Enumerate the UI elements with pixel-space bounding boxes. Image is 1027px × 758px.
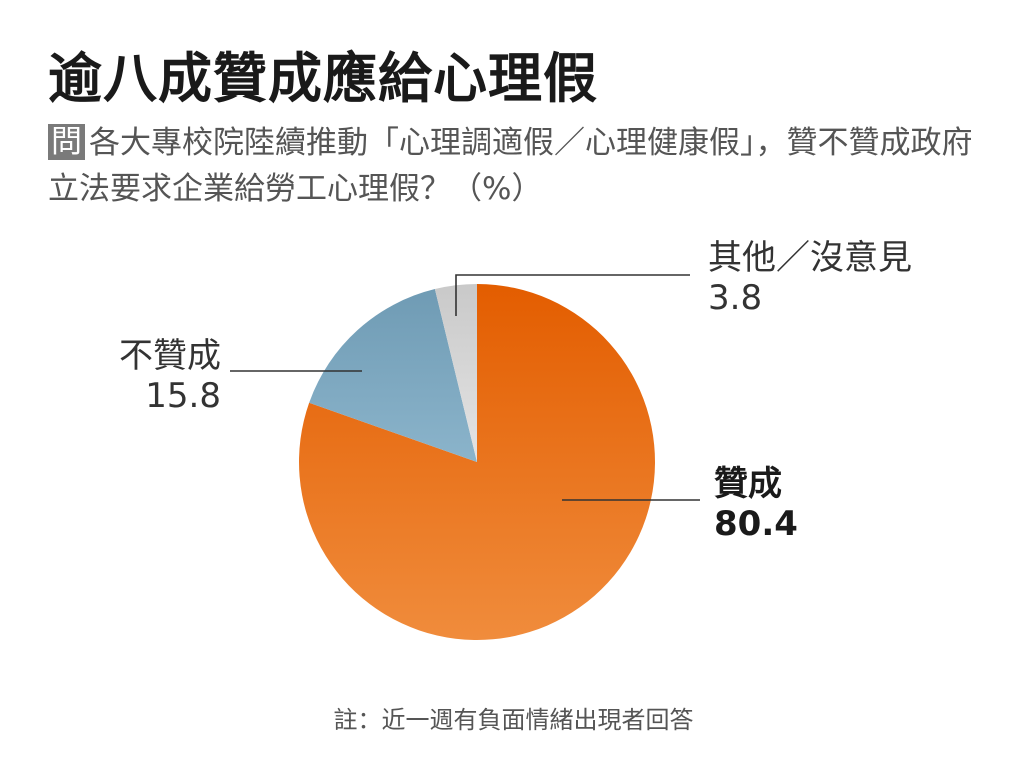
label-agree-value: 80.4 [714, 504, 798, 544]
label-other: 其他／沒意見 3.8 [708, 238, 912, 318]
pie-slice-other [434, 284, 477, 462]
chart-title: 逾八成贊成應給心理假 [48, 47, 598, 110]
label-disagree: 不贊成 15.8 [119, 336, 221, 416]
label-other-name: 其他／沒意見 [708, 238, 912, 278]
question-text: 問各大專校院陸續推動「心理調適假／心理健康假」，贊不贊成政府立法要求企業給勞工心… [48, 120, 988, 212]
label-agree: 贊成 80.4 [714, 464, 798, 544]
label-agree-name: 贊成 [714, 464, 782, 504]
footnote: 註：近一週有負面情緒出現者回答 [333, 706, 694, 734]
label-disagree-value: 15.8 [145, 376, 221, 416]
question-body: 各大專校院陸續推動「心理調適假／心理健康假」，贊不贊成政府立法要求企業給勞工心理… [48, 125, 973, 207]
leader-line-other [455, 274, 690, 316]
pie-slice-agree [299, 283, 656, 640]
pie-slice-disagree [309, 289, 477, 462]
question-badge: 問 [48, 124, 85, 160]
label-other-value: 3.8 [708, 278, 763, 318]
label-disagree-name: 不贊成 [119, 336, 221, 376]
